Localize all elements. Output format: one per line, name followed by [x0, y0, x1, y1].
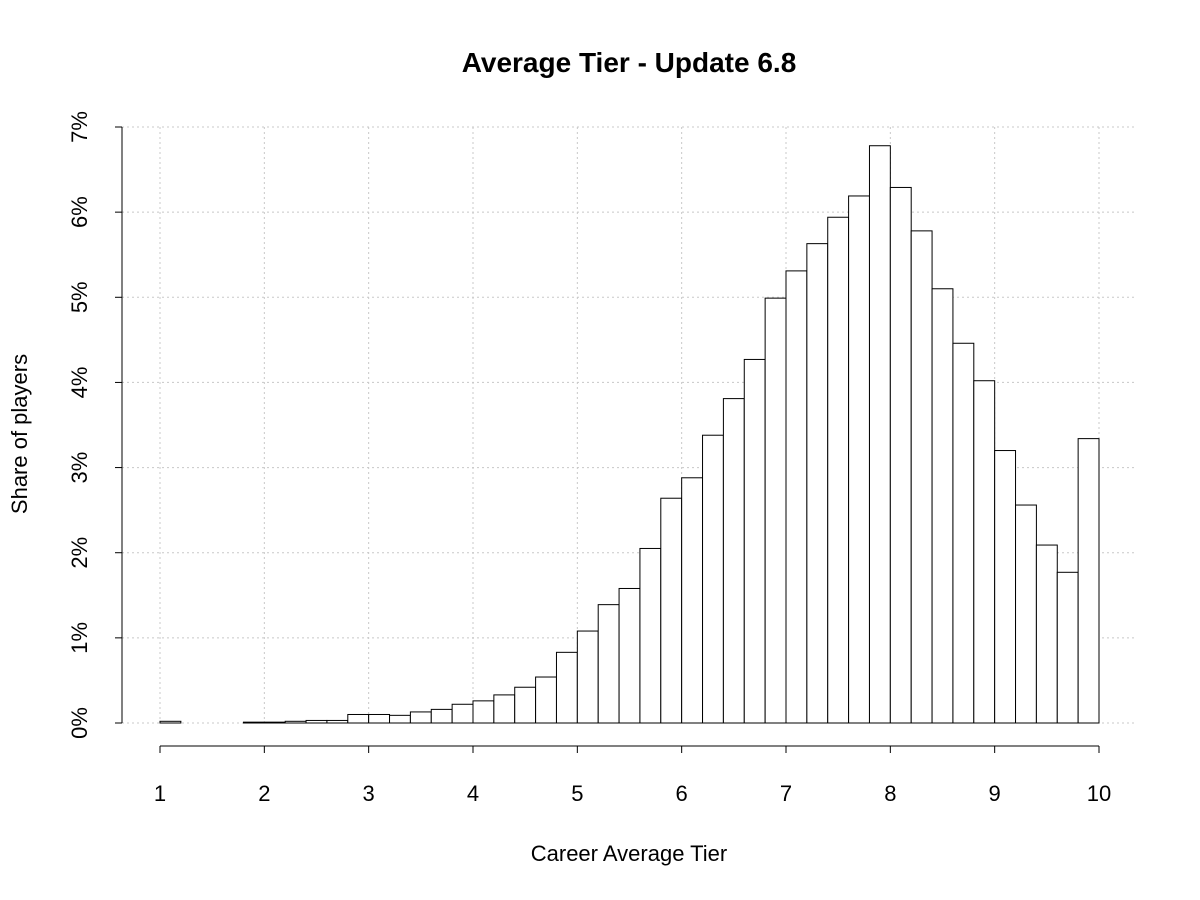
- histogram-bar: [764, 297, 787, 724]
- x-axis-label: Career Average Tier: [531, 841, 727, 866]
- histogram-bar: [1056, 571, 1079, 724]
- histogram-bar: [347, 713, 370, 724]
- x-tick-label: 5: [571, 781, 583, 806]
- histogram-bar: [868, 145, 891, 724]
- x-tick-label: 8: [884, 781, 896, 806]
- histogram-bar: [660, 497, 683, 724]
- y-tick-label: 5%: [67, 281, 92, 313]
- histogram-bar: [702, 434, 724, 724]
- y-tick-label: 7%: [67, 111, 92, 143]
- histogram-bar: [1077, 438, 1100, 724]
- x-tick-label: 6: [676, 781, 688, 806]
- histogram-bar: [681, 477, 704, 724]
- y-tick-label: 4%: [67, 367, 92, 399]
- histogram-bar: [1035, 544, 1058, 724]
- x-tick-label: 2: [258, 781, 270, 806]
- x-tick-label: 10: [1087, 781, 1111, 806]
- histogram-bar: [597, 604, 620, 724]
- histogram-bar: [848, 195, 870, 724]
- histogram-bar: [284, 720, 307, 724]
- x-tick-label: 7: [780, 781, 792, 806]
- histogram-bar: [576, 630, 599, 724]
- histogram-bar: [639, 547, 662, 724]
- histogram-bar: [785, 270, 808, 724]
- histogram-bar: [263, 721, 286, 724]
- histogram-bar: [555, 651, 578, 724]
- histogram-bar: [973, 380, 996, 724]
- histogram-bar: [409, 711, 432, 724]
- histogram-bar: [806, 243, 829, 724]
- histogram-bar: [827, 216, 850, 724]
- histogram-bar: [493, 694, 516, 724]
- y-tick-label: 6%: [67, 196, 92, 228]
- y-tick-label: 2%: [67, 537, 92, 569]
- histogram-bar: [430, 708, 453, 724]
- x-tick-label: 3: [363, 781, 375, 806]
- x-tick-label: 9: [989, 781, 1001, 806]
- histogram-bar: [910, 230, 933, 724]
- y-tick-label: 3%: [67, 452, 92, 484]
- y-tick-label: 1%: [67, 622, 92, 654]
- y-axis-label: Share of players: [7, 354, 32, 514]
- y-tick-label: 0%: [67, 707, 92, 739]
- histogram-bar: [931, 288, 954, 724]
- histogram-bar: [1015, 504, 1037, 724]
- histogram-bar: [722, 398, 745, 724]
- histogram-bar: [618, 587, 641, 724]
- histogram-bar: [242, 721, 265, 724]
- histogram-bar: [451, 703, 474, 724]
- histogram-bar: [472, 700, 495, 724]
- histogram-bar: [389, 714, 411, 724]
- chart-title: Average Tier - Update 6.8: [462, 47, 797, 78]
- y-axis: 0% 1% 2% 3% 4% 5% 6% 7%: [67, 111, 123, 739]
- histogram-bar: [326, 719, 349, 724]
- histogram-bar: [889, 186, 912, 724]
- histogram-bar: [535, 676, 557, 724]
- x-tick-label: 4: [467, 781, 479, 806]
- histogram-bar: [994, 450, 1017, 724]
- x-axis: 1 2 3 4 5 6 7 8 9 10: [154, 745, 1111, 806]
- histogram-bar: [159, 720, 182, 724]
- histogram-bar: [952, 342, 975, 724]
- histogram-bar: [305, 719, 328, 724]
- x-tick-label: 1: [154, 781, 166, 806]
- bars: [159, 145, 1100, 724]
- histogram-bar: [514, 686, 537, 724]
- histogram-bar: [743, 358, 766, 724]
- histogram-bar: [368, 713, 391, 724]
